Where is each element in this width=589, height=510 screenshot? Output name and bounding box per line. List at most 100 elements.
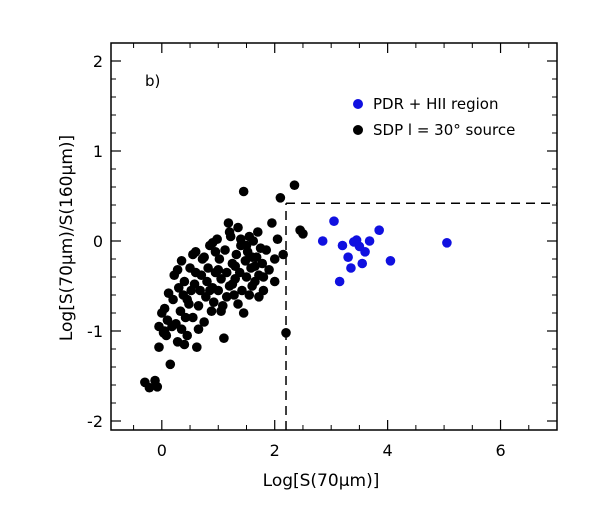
sdp-source-point	[154, 342, 164, 353]
pdr-hii-point	[346, 263, 356, 273]
sdp-source-point	[202, 276, 212, 287]
sdp-source-point	[213, 265, 224, 275]
sdp-source-point	[172, 265, 183, 275]
y-axis-label: Log[S(70μm)/S(160μm)]	[57, 135, 77, 341]
sdp-source-point	[182, 330, 193, 341]
y-tick-label: -1	[87, 322, 103, 341]
y-tick-label: 0	[93, 232, 103, 251]
legend-marker-sdp-source	[353, 125, 363, 135]
sdp-source-point	[221, 292, 232, 302]
sdp-source-point	[238, 308, 249, 318]
plot-frame	[110, 42, 558, 431]
sdp-source-point	[176, 255, 187, 266]
pdr-hii-point	[334, 276, 345, 287]
data-points	[140, 180, 452, 393]
sdp-source-point	[269, 276, 280, 287]
sdp-source-point	[220, 245, 230, 255]
sdp-source-point	[199, 317, 209, 327]
legend-label-sdp-source: SDP l = 30° source	[373, 121, 515, 139]
sdp-source-point	[144, 382, 155, 393]
sdp-source-point	[219, 333, 229, 344]
sdp-source-point	[207, 238, 218, 248]
sdp-source-point	[216, 274, 226, 284]
sdp-source-point	[180, 312, 191, 323]
sdp-source-point	[208, 297, 219, 308]
sdp-source-point	[231, 249, 242, 260]
x-tick-label: 2	[270, 441, 280, 460]
pdr-hii-point	[317, 236, 328, 246]
sdp-source-point	[261, 245, 272, 255]
x-tick-label: 0	[157, 441, 167, 460]
sdp-source-point	[227, 279, 238, 290]
pdr-hii-point	[385, 255, 396, 266]
sdp-source-point	[241, 272, 252, 282]
sdp-source-point	[258, 285, 269, 296]
sdp-source-point	[214, 254, 225, 264]
sdp-source-point	[193, 301, 204, 311]
sdp-source-point	[275, 193, 286, 203]
sdp-source-point	[176, 324, 187, 335]
sdp-source-point	[244, 290, 255, 300]
sdp-source-point	[165, 359, 176, 370]
sdp-source-point	[179, 339, 190, 350]
pdr-hii-point	[329, 216, 339, 226]
sdp-source-point	[250, 276, 260, 287]
sdp-source-point	[203, 263, 213, 273]
sdp-source-point	[179, 276, 190, 287]
y-tick-label: 2	[93, 52, 103, 71]
sdp-source-point	[210, 247, 221, 257]
sdp-source-point	[221, 267, 232, 278]
sdp-source-point	[269, 254, 280, 264]
sdp-source-point	[272, 234, 283, 244]
sdp-source-point	[204, 285, 215, 296]
legend-marker-pdr-hii	[353, 99, 363, 109]
x-axis-label: Log[S(70μm)]	[263, 471, 380, 491]
pdr-hii-point	[360, 247, 370, 257]
sdp-source-point	[230, 261, 241, 272]
panel-label: b)	[145, 72, 160, 90]
sdp-source-point	[289, 180, 300, 190]
pdr-hii-point	[364, 236, 375, 246]
sdp-source-point	[247, 252, 257, 262]
sdp-source-point	[298, 229, 308, 239]
pdr-hii-point	[442, 238, 452, 248]
pdr-hii-point	[374, 225, 384, 235]
y-tick-label: 1	[93, 142, 103, 161]
sdp-source-point	[233, 222, 243, 233]
sdp-source-point	[195, 285, 205, 296]
sdp-source-point	[241, 240, 252, 251]
sdp-source-point	[258, 272, 269, 282]
divider-lines	[285, 202, 557, 430]
sdp-source-point	[216, 306, 226, 317]
pdr-hii-point	[343, 252, 353, 262]
sdp-source-point	[189, 279, 200, 290]
sdp-source-point	[188, 249, 198, 260]
sdp-source-point	[264, 265, 274, 275]
sdp-source-point	[233, 299, 243, 309]
pdr-hii-point	[337, 240, 348, 251]
x-tick-label: 4	[383, 441, 393, 460]
legend-label-pdr-hii: PDR + HII region	[373, 95, 498, 113]
sdp-source-point	[182, 294, 193, 305]
sdp-source-point	[236, 234, 246, 244]
sdp-source-point	[238, 186, 249, 197]
x-tick-label: 6	[495, 441, 505, 460]
sdp-source-point	[252, 227, 263, 237]
sdp-source-point	[213, 285, 224, 296]
sdp-source-point	[193, 324, 204, 335]
sdp-source-point	[229, 290, 239, 300]
sdp-source-point	[152, 382, 163, 392]
y-tick-label: -2	[87, 412, 103, 431]
sdp-source-point	[267, 218, 277, 228]
sdp-source-point	[237, 285, 247, 296]
sdp-source-point	[206, 306, 217, 317]
sdp-source-point	[223, 218, 234, 228]
sdp-source-point	[192, 342, 202, 353]
sdp-source-point	[159, 303, 170, 314]
sdp-source-point	[173, 283, 184, 293]
sdp-source-point	[257, 258, 268, 269]
sdp-source-point	[159, 326, 170, 336]
sdp-source-point	[250, 261, 260, 272]
sdp-source-point	[248, 236, 259, 246]
